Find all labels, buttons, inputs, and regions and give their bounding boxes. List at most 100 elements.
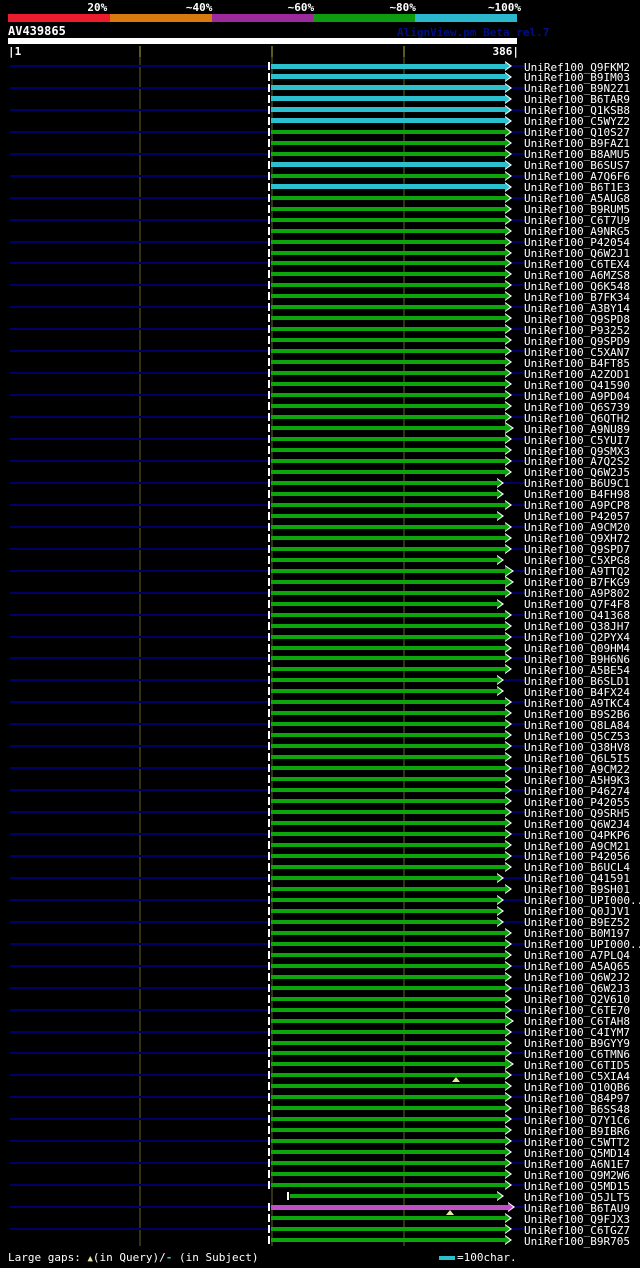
alignment-bar[interactable] — [271, 963, 506, 968]
alignment-row[interactable]: UniRef100_Q9SPD8 — [0, 313, 640, 326]
alignment-bar[interactable] — [271, 250, 506, 255]
alignment-bar[interactable] — [271, 1183, 506, 1188]
alignment-bar[interactable] — [271, 623, 506, 628]
hit-label[interactable]: UniRef100_Q6W2J4 — [524, 817, 630, 831]
hit-label[interactable]: UniRef100_A6MZS8 — [524, 268, 630, 282]
alignment-bar[interactable] — [271, 1161, 506, 1166]
alignment-bar[interactable] — [271, 875, 498, 880]
alignment-bar[interactable] — [271, 656, 506, 661]
alignment-bar[interactable] — [271, 1051, 506, 1056]
alignment-bar[interactable] — [271, 579, 506, 584]
alignment-bar[interactable] — [271, 184, 506, 190]
alignment-row[interactable]: UniRef100_B9N2Z1 — [0, 82, 640, 95]
alignment-bar[interactable] — [271, 941, 506, 946]
hit-label[interactable]: UniRef100_Q6W2J1 — [524, 247, 630, 261]
hit-label[interactable]: UniRef100_C5WTT2 — [524, 1135, 630, 1149]
alignment-row[interactable]: UniRef100_Q10S27 — [0, 126, 640, 140]
alignment-row[interactable]: UniRef100_B9SH01 — [0, 883, 640, 897]
hit-label[interactable]: UniRef100_C6TGZ7 — [524, 1223, 630, 1237]
hit-label[interactable]: UniRef100_Q0JJV1 — [524, 905, 630, 919]
alignment-row[interactable]: UniRef100_A9CM20 — [0, 521, 640, 534]
alignment-row[interactable]: UniRef100_C5XAN7 — [0, 346, 640, 359]
alignment-row[interactable]: UniRef100_Q6K548 — [0, 280, 640, 293]
alignment-row[interactable]: UniRef100_C6TMN6 — [0, 1048, 640, 1061]
hit-label[interactable]: UniRef100_A2ZOD1 — [524, 367, 630, 381]
alignment-bar[interactable] — [271, 788, 506, 793]
alignment-row[interactable]: UniRef100_C5YUI7 — [0, 433, 640, 447]
hit-label[interactable]: UniRef100_Q9FJX3 — [524, 1212, 630, 1226]
alignment-bar[interactable] — [271, 1040, 506, 1045]
alignment-bar[interactable] — [271, 568, 506, 573]
alignment-bar[interactable] — [271, 843, 506, 847]
hit-label[interactable]: UniRef100_P42055 — [524, 795, 630, 809]
alignment-row[interactable]: UniRef100_Q2V610 — [0, 993, 640, 1007]
alignment-bar[interactable] — [271, 393, 506, 398]
alignment-bar[interactable] — [271, 261, 506, 266]
hit-label[interactable]: UniRef100_B9S2B6 — [524, 707, 630, 721]
alignment-bar[interactable] — [271, 1007, 506, 1012]
alignment-bar[interactable] — [271, 1117, 506, 1122]
hit-label[interactable]: UniRef100_Q2PYX4 — [524, 631, 630, 645]
alignment-bar[interactable] — [271, 1216, 506, 1221]
hit-label[interactable]: UniRef100_UPI000.. — [524, 894, 640, 908]
hit-label[interactable]: UniRef100_Q41590 — [524, 378, 630, 392]
alignment-row[interactable]: UniRef100_A6MZS8 — [0, 268, 640, 282]
hit-label[interactable]: UniRef100_B8AMU5 — [524, 148, 630, 162]
alignment-row[interactable]: UniRef100_B6TAU9 — [0, 1202, 640, 1215]
hit-label[interactable]: UniRef100_Q38JH7 — [524, 620, 630, 634]
alignment-row[interactable]: UniRef100_Q5MD15 — [0, 1180, 640, 1193]
alignment-row[interactable]: UniRef100_B0M197 — [0, 927, 640, 940]
hit-label[interactable]: UniRef100_Q10S27 — [524, 126, 630, 140]
alignment-bar[interactable] — [271, 349, 506, 354]
hit-label[interactable]: UniRef100_Q8LA84 — [524, 718, 630, 732]
alignment-row[interactable]: UniRef100_P42054 — [0, 236, 640, 249]
alignment-row[interactable]: UniRef100_Q9FJX3 — [0, 1212, 640, 1226]
alignment-bar[interactable] — [271, 1172, 506, 1177]
hit-label[interactable]: UniRef100_Q5JLT5 — [524, 1190, 630, 1204]
hit-label[interactable]: UniRef100_UPI000.. — [524, 938, 640, 952]
hit-label[interactable]: UniRef100_Q6W2J5 — [524, 466, 630, 480]
alignment-row[interactable]: UniRef100_C5XIA4 — [0, 1070, 640, 1083]
hit-label[interactable]: UniRef100_Q2V610 — [524, 993, 630, 1007]
alignment-bar[interactable] — [271, 557, 498, 562]
alignment-row[interactable]: UniRef100_Q6W2J5 — [0, 466, 640, 480]
hit-label[interactable]: UniRef100_B9H6N6 — [524, 652, 630, 666]
alignment-bar[interactable] — [271, 755, 506, 760]
hit-label[interactable]: UniRef100_P42057 — [524, 510, 630, 524]
alignment-bar[interactable] — [271, 162, 506, 168]
hit-label[interactable]: UniRef100_Q10QB6 — [524, 1080, 630, 1094]
alignment-bar[interactable] — [271, 996, 506, 1001]
alignment-row[interactable]: UniRef100_A9CM21 — [0, 840, 640, 853]
hit-label[interactable]: UniRef100_B6T1E3 — [524, 181, 630, 195]
alignment-row[interactable]: UniRef100_B9IBR6 — [0, 1125, 640, 1138]
hit-label[interactable]: UniRef100_B6TAR9 — [524, 93, 630, 107]
hit-label[interactable]: UniRef100_A9P802 — [524, 587, 630, 601]
hit-label[interactable]: UniRef100_C6TE70 — [524, 1004, 630, 1018]
alignment-bar[interactable] — [271, 283, 506, 288]
hit-label[interactable]: UniRef100_A9TTQ2 — [524, 565, 630, 579]
hit-label[interactable]: UniRef100_C6TID5 — [524, 1058, 630, 1072]
alignment-row[interactable]: UniRef100_Q6W2J4 — [0, 817, 640, 831]
alignment-row[interactable]: UniRef100_Q6W2J2 — [0, 971, 640, 984]
hit-label[interactable]: UniRef100_B9SH01 — [524, 883, 630, 897]
hit-label[interactable]: UniRef100_Q84P97 — [524, 1091, 630, 1105]
alignment-row[interactable]: UniRef100_P46274 — [0, 785, 640, 798]
alignment-bar[interactable] — [271, 601, 498, 606]
alignment-bar[interactable] — [271, 1227, 506, 1232]
hit-label[interactable]: UniRef100_A9CM22 — [524, 762, 630, 776]
alignment-row[interactable]: UniRef100_A2ZOD1 — [0, 367, 640, 381]
alignment-bar[interactable] — [271, 1084, 506, 1089]
alignment-bar[interactable] — [271, 63, 506, 69]
hit-label[interactable]: UniRef100_B4FH98 — [524, 488, 630, 502]
hit-label[interactable]: UniRef100_C5YUI7 — [524, 433, 630, 447]
alignment-bar[interactable] — [271, 272, 506, 277]
alignment-row[interactable]: UniRef100_A9TKC4 — [0, 697, 640, 710]
alignment-row[interactable]: UniRef100_A5BE54 — [0, 664, 640, 677]
alignment-bar[interactable] — [271, 228, 506, 233]
hit-label[interactable]: UniRef100_C5XPG8 — [524, 554, 630, 568]
hit-label[interactable]: UniRef100_Q6W2J3 — [524, 982, 630, 996]
alignment-bar[interactable] — [271, 700, 506, 705]
hit-label[interactable]: UniRef100_Q6QTH2 — [524, 411, 630, 425]
alignment-row[interactable]: UniRef100_Q9SPD9 — [0, 335, 640, 348]
alignment-row[interactable]: UniRef100_Q6W2J1 — [0, 247, 640, 261]
